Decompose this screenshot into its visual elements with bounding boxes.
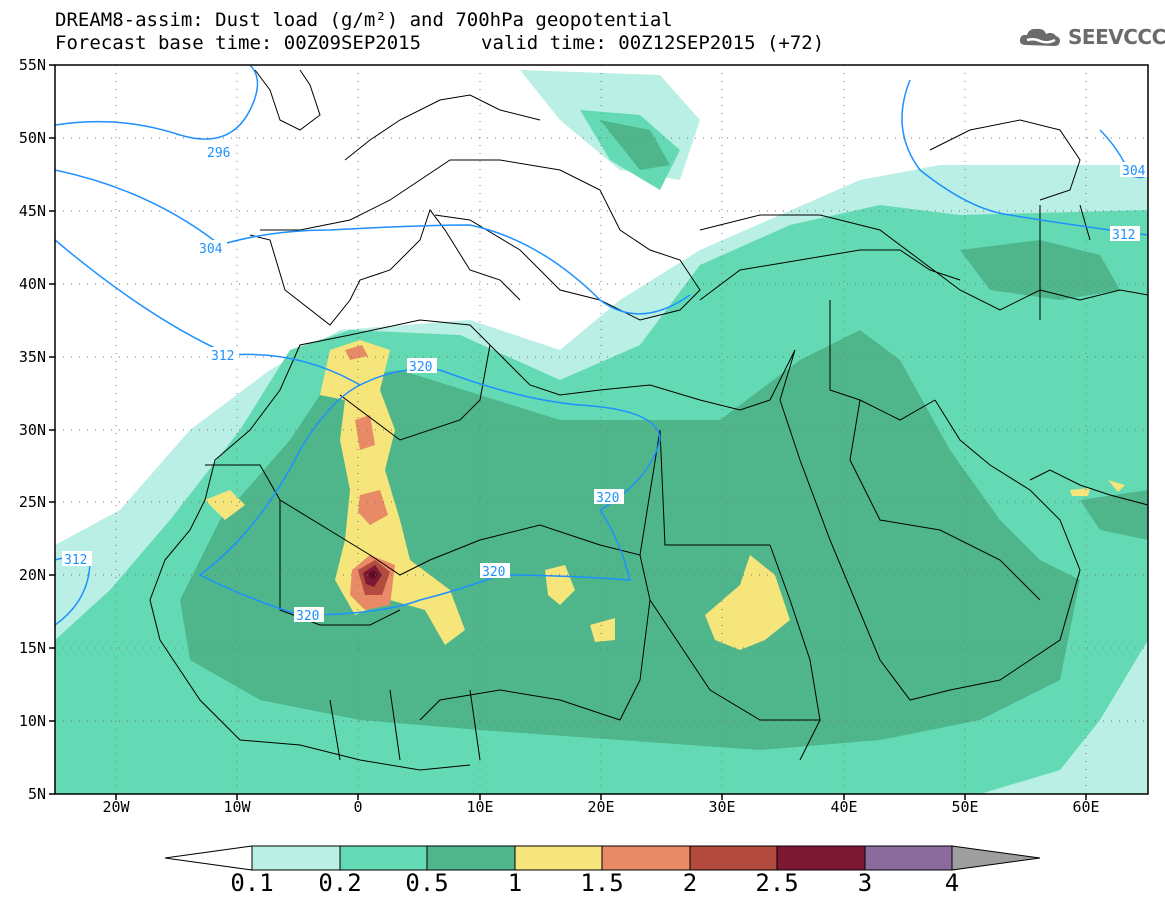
lat-label: 55N (18, 56, 46, 74)
forecast-base-time: Forecast base time: 00Z09SEP2015 (55, 32, 422, 54)
axis-ticks (49, 64, 1087, 800)
contour-label: 304 (199, 242, 223, 257)
dust-level-0.5 (1080, 490, 1148, 540)
lat-label: 30N (18, 421, 46, 439)
cloud-icon (1019, 28, 1060, 46)
colorbar-swatch (426, 845, 516, 871)
colorbar-swatch (864, 845, 953, 871)
colorbar-label: 4 (944, 869, 960, 897)
contour-label: 304 (1122, 164, 1146, 179)
map-title: DREAM8-assim: Dust load (g/m²) and 700hP… (55, 9, 673, 31)
lon-label: 0 (353, 798, 363, 816)
map-fields (55, 65, 1148, 794)
contour-label: 320 (482, 565, 505, 580)
contour-label: 312 (211, 349, 234, 364)
colorbar-label: 2.5 (755, 869, 799, 897)
contour-label: 320 (596, 491, 619, 506)
colorbar (164, 845, 1041, 871)
lat-label: 20N (18, 566, 46, 584)
lon-label: 30E (708, 798, 736, 816)
colorbar-swatch (339, 845, 428, 871)
contour-label-group: 296 304 312 320 320 320 320 312 304 312 (62, 144, 1150, 624)
colorbar-label: 3 (857, 869, 873, 897)
lat-label: 10N (18, 712, 46, 730)
lat-label: 45N (18, 202, 46, 220)
lat-label: 35N (18, 348, 46, 366)
colorbar-swatch (776, 845, 866, 871)
lat-label: 5N (27, 785, 46, 803)
lat-label: 50N (18, 129, 46, 147)
dust-level-1.5 (355, 415, 375, 450)
lat-label: 25N (18, 493, 46, 511)
colorbar-label: 0.2 (318, 869, 362, 897)
colorbar-swatch (601, 845, 691, 871)
colorbar-label: 0.5 (405, 869, 449, 897)
valid-time: valid time: 00Z12SEP2015 (+72) (481, 32, 825, 54)
contour-label: 296 (207, 146, 230, 161)
colorbar-label: 1 (507, 869, 523, 897)
geopotential-contours (55, 65, 1148, 626)
dust-level-1.5 (358, 490, 388, 525)
dust-level-0.5 (600, 120, 670, 170)
colorbar-label: 2 (682, 869, 698, 897)
lat-label: 40N (18, 275, 46, 293)
colorbar-over-triangle (951, 845, 1041, 871)
dust-level-1 (1070, 488, 1090, 496)
dust-level-1 (705, 555, 790, 650)
dust-level-1 (205, 490, 245, 520)
colorbar-under-triangle (164, 845, 253, 871)
dust-level-1 (1108, 480, 1125, 492)
colorbar-swatch (514, 845, 603, 871)
lon-label: 60E (1072, 798, 1100, 816)
contour-label: 312 (1112, 228, 1135, 243)
dust-level-1 (590, 618, 615, 642)
seevccc-logo: SEEVCCC (1018, 25, 1165, 49)
lon-label: 20W (102, 798, 130, 816)
lon-label: 50E (951, 798, 979, 816)
forecast-time-line: Forecast base time: 00Z09SEP2015 valid ti… (55, 32, 824, 54)
colorbar-swatch (689, 845, 778, 871)
lon-label: 10E (466, 798, 494, 816)
lon-label: 20E (587, 798, 615, 816)
dust-level-3 (369, 571, 377, 579)
contour-label: 320 (409, 360, 432, 375)
coastlines-and-borders (149, 69, 1148, 771)
colorbar-swatch (251, 845, 341, 871)
dust-level-1.5 (345, 345, 368, 360)
contour-label: 312 (64, 553, 87, 568)
colorbar-label: 1.5 (580, 869, 624, 897)
colorbar-label: 0.1 (230, 869, 274, 897)
dust-level-0.5 (180, 330, 1080, 750)
contour-label: 320 (296, 609, 319, 624)
lon-label: 10W (223, 798, 251, 816)
lat-label: 15N (18, 639, 46, 657)
logo-text: SEEVCCC (1068, 25, 1165, 49)
lon-label: 40E (830, 798, 858, 816)
